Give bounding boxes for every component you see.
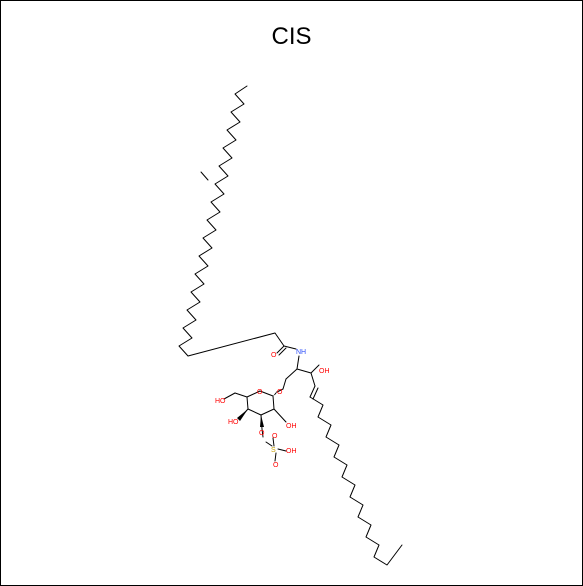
compound-title: CIS xyxy=(271,23,312,50)
c3-oxygen-label: O xyxy=(259,430,265,437)
amide-nitrogen-label: NH xyxy=(296,349,306,356)
c4-hydroxyl-label: HO xyxy=(228,419,239,426)
amide-carbonyl-bond xyxy=(276,345,285,354)
amide-oxygen-label: O xyxy=(271,352,277,359)
ring-oxygen-label: O xyxy=(257,389,263,396)
c6-hydroxyl-label: HO xyxy=(215,398,226,405)
glycosidic-oxygen-label: O xyxy=(277,389,283,396)
sulfate-oxygen-top-label: O xyxy=(272,433,278,440)
sulfur-label: S xyxy=(271,447,276,454)
sulfate-hydroxyl-label: OH xyxy=(286,448,297,455)
c2-hydroxyl-label: OH xyxy=(286,423,297,430)
acyl-chain xyxy=(178,85,285,357)
chain-hydroxyl-label: OH xyxy=(319,368,330,375)
sphingoid-chain xyxy=(309,396,403,566)
sulfate-oxygen-bottom-label: O xyxy=(273,462,279,469)
